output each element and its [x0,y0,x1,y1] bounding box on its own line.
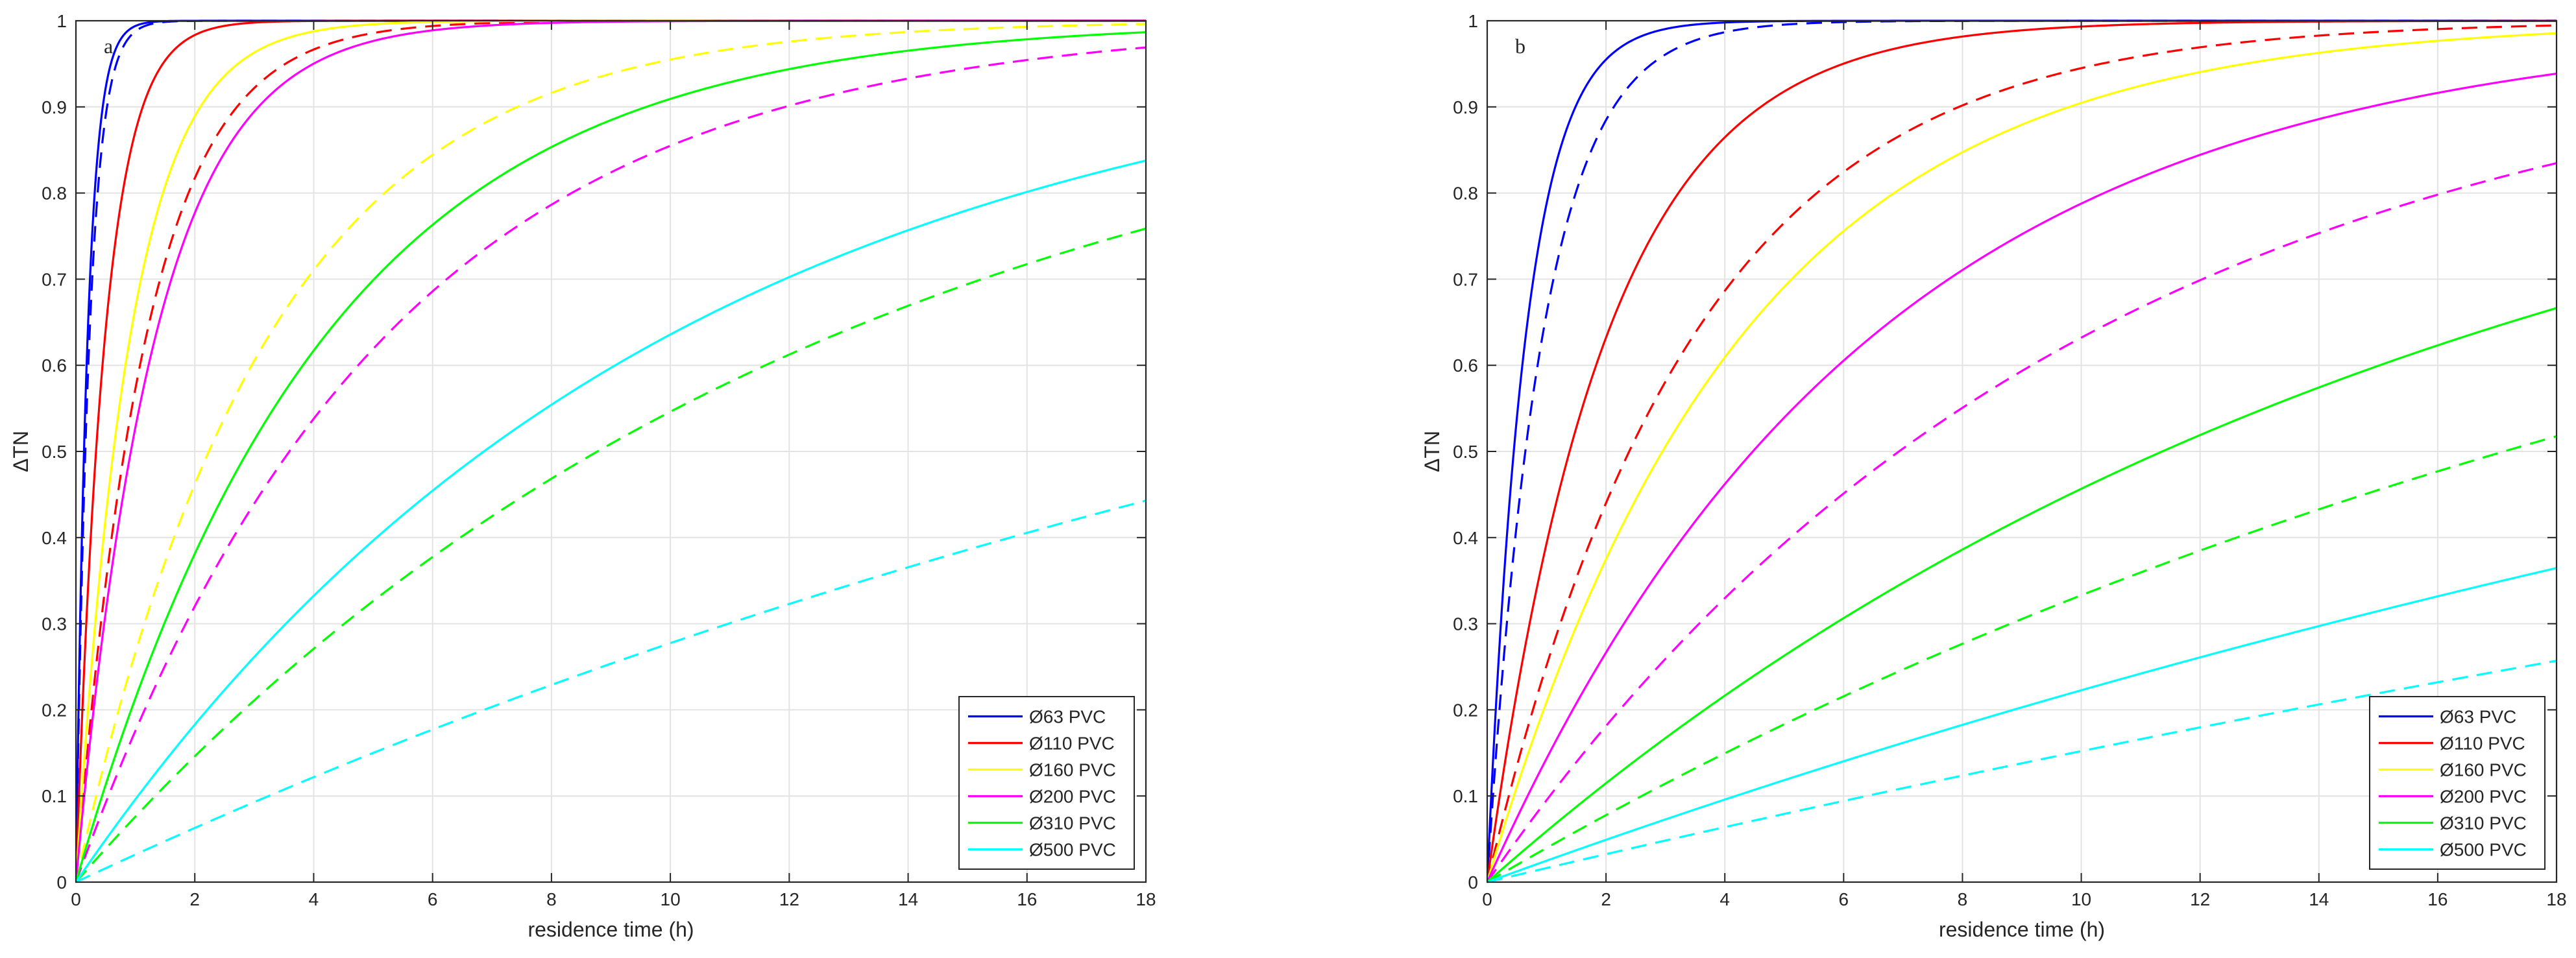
legend-label: Ø63 PVC [2440,707,2516,727]
series-line--110-pvc-dashed [1487,24,2557,883]
x-tick-label: 16 [1017,889,1037,909]
y-tick-label: 0 [56,872,67,892]
y-tick-label: 0.8 [42,184,67,204]
x-axis-label: residence time (h) [528,918,694,941]
x-tick-label: 10 [661,889,681,909]
series-line--200-pvc-solid [1487,72,2557,883]
panel-letter: b [1515,34,1525,58]
legend: Ø63 PVC Ø110 PVC Ø160 PVC Ø200 PVC Ø310 PVC Ø… [2369,696,2546,870]
series-line--500-pvc-solid [1487,567,2557,883]
x-tick-label: 18 [1136,889,1156,909]
x-axis-label: residence time (h) [1939,918,2105,941]
y-tick-label: 0.2 [1453,700,1478,720]
legend-label: Ø310 PVC [2440,813,2527,833]
x-tick-label: 2 [1601,889,1611,909]
series-line--200-pvc-dashed [76,46,1146,883]
series-line--500-pvc-solid [76,160,1146,883]
y-tick-label: 0.3 [42,614,67,634]
x-tick-label: 14 [2309,889,2329,909]
x-tick-label: 4 [1719,889,1730,909]
legend-label: Ø63 PVC [1029,707,1106,727]
legend-label: Ø500 PVC [2440,840,2527,860]
legend-label: Ø160 PVC [2440,760,2527,780]
series-line--160-pvc-dashed [76,23,1146,883]
series-line--500-pvc-dashed [1487,660,2557,883]
x-tick-label: 6 [1839,889,1849,909]
series-line--110-pvc-solid [1487,19,2557,883]
x-tick-label: 8 [1958,889,1968,909]
y-tick-label: 0.1 [42,786,67,806]
chart-panel-a: 0 2 4 6 8 10 12 14 16 18 0 0.1 0.2 0.3 0.4 0.5 0.6 0.7 0.8… [9,11,1156,941]
x-tick-label: 8 [546,889,557,909]
y-tick-label: 0.5 [1453,442,1478,462]
y-tick-label: 0.6 [42,355,67,376]
y-tick-label: 0 [1468,872,1478,892]
legend-label: Ø110 PVC [2440,734,2525,754]
y-tick-label: 0.7 [42,269,67,289]
legend-label: Ø310 PVC [1029,813,1116,833]
x-tick-label: 16 [2427,889,2448,909]
y-tick-label: 0.1 [1453,786,1478,806]
legend: Ø63 PVC Ø110 PVC Ø160 PVC Ø200 PVC Ø310 PVC Ø… [958,696,1135,870]
legend-label: Ø160 PVC [1029,760,1116,780]
legend-label: Ø200 PVC [1029,787,1116,807]
x-tick-label: 12 [2190,889,2210,909]
series-line--160-pvc-solid [1487,32,2557,883]
y-tick-label: 0.9 [42,97,67,117]
x-tick-label: 12 [779,889,799,909]
y-tick-label: 0.6 [1453,355,1478,376]
series-line--310-pvc-dashed [76,227,1146,883]
chart-panel-b: 0 2 4 6 8 10 12 14 16 18 0 0.1 0.2 0.3 0.4 0.5 0.6 0.7 0.8… [1420,11,2567,941]
x-tick-label: 0 [71,889,81,909]
y-tick-label: 0.3 [1453,614,1478,634]
x-tick-label: 2 [189,889,200,909]
legend-box [958,696,1135,870]
x-tick-label: 14 [898,889,918,909]
y-axis-label: ΔTN [1420,431,1444,472]
series-line--310-pvc-solid [1487,307,2557,883]
legend-label: Ø110 PVC [1029,734,1115,754]
series-line--310-pvc-solid [76,31,1146,883]
x-tick-label: 18 [2546,889,2566,909]
y-tick-label: 1 [1468,11,1478,31]
y-tick-label: 0.4 [42,528,67,548]
y-tick-label: 0.9 [1453,97,1478,117]
y-axis-label: ΔTN [9,431,32,472]
x-tick-label: 10 [2071,889,2091,909]
y-tick-label: 0.5 [42,442,67,462]
x-tick-label: 6 [428,889,438,909]
y-tick-label: 0.7 [1453,269,1478,289]
series-line--110-pvc-dashed [76,19,1146,883]
series-line--310-pvc-dashed [1487,435,2557,883]
series-line--200-pvc-dashed [1487,162,2557,883]
legend-box [2369,696,2546,870]
y-tick-label: 0.8 [1453,184,1478,204]
panel-letter: a [104,34,113,58]
x-tick-label: 4 [309,889,319,909]
series-line--500-pvc-dashed [76,499,1146,883]
x-tick-label: 0 [1482,889,1492,909]
y-tick-label: 1 [56,11,67,31]
legend-label: Ø200 PVC [2440,787,2527,807]
y-tick-label: 0.2 [42,700,67,720]
legend-label: Ø500 PVC [1029,840,1116,860]
y-tick-label: 0.4 [1453,528,1478,548]
